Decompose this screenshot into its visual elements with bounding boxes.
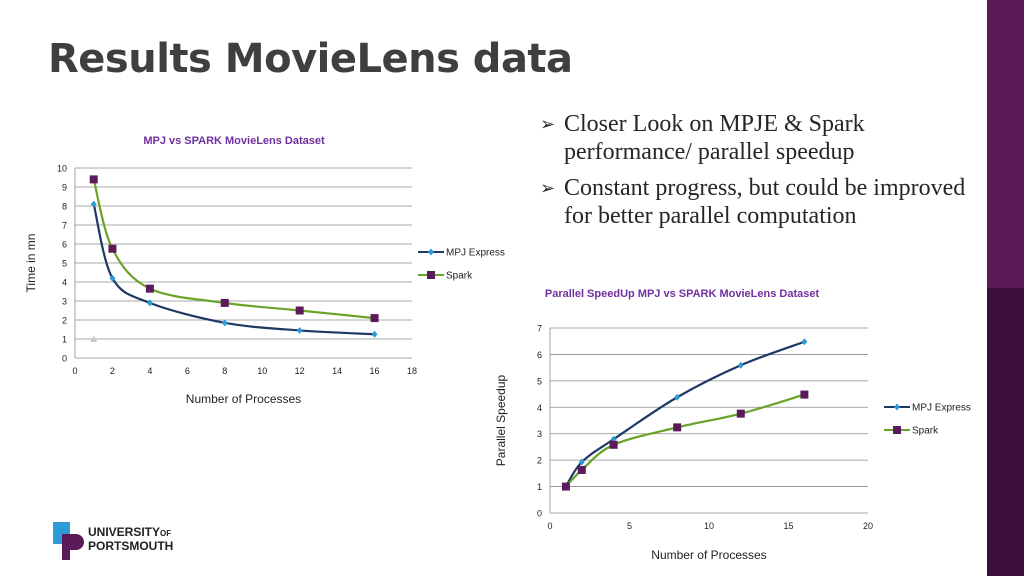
legend-marker	[893, 426, 901, 434]
bullet-list: ➢ Closer Look on MPJE & Spark performanc…	[540, 110, 980, 238]
data-point	[370, 314, 379, 323]
y-tick-label: 1	[537, 482, 542, 492]
data-point	[90, 200, 97, 208]
chart-title: Parallel SpeedUp MPJ vs SPARK MovieLens …	[545, 288, 820, 300]
x-tick-label: 14	[332, 366, 342, 376]
y-tick-label: 3	[537, 429, 542, 439]
x-tick-label: 5	[627, 521, 632, 531]
x-tick-label: 16	[370, 366, 380, 376]
x-tick-label: 18	[407, 366, 417, 376]
arrow-bullet-icon: ➢	[540, 178, 556, 198]
data-point	[108, 244, 117, 253]
y-axis-title: Time in mn	[24, 234, 38, 293]
university-logo-icon	[53, 522, 84, 560]
x-tick-label: 0	[547, 521, 552, 531]
y-tick-label: 0	[537, 509, 542, 519]
y-tick-label: 7	[62, 221, 67, 231]
y-tick-label: 7	[537, 324, 542, 334]
university-logo: UNIVERSITYOF PORTSMOUTH	[50, 520, 180, 564]
logo-line1: UNIVERSITY	[88, 525, 161, 539]
x-tick-label: 2	[110, 366, 115, 376]
data-point	[800, 390, 809, 399]
data-point	[736, 409, 745, 418]
series-line-mpj-express	[92, 203, 375, 336]
x-tick-label: 20	[863, 521, 873, 531]
series-line-spark	[92, 179, 375, 320]
y-tick-label: 2	[537, 456, 542, 466]
logo-line2: PORTSMOUTH	[88, 539, 174, 553]
logo-of: OF	[160, 529, 172, 538]
data-point	[146, 299, 153, 307]
x-tick-label: 10	[704, 521, 714, 531]
bullet-text: Constant progress, but could be improved…	[564, 175, 966, 229]
legend-marker	[428, 248, 434, 256]
y-tick-label: 4	[537, 403, 542, 413]
chart-title: MPJ vs SPARK MovieLens Dataset	[143, 135, 325, 147]
x-axis-title: Number of Processes	[651, 548, 766, 562]
x-tick-label: 6	[185, 366, 190, 376]
data-point	[89, 175, 98, 184]
legend-label: Spark	[912, 426, 939, 437]
y-tick-label: 6	[62, 240, 67, 250]
y-tick-label: 0	[62, 354, 67, 364]
sidebar-accent-top	[987, 0, 1024, 288]
x-axis-title: Number of Processes	[186, 392, 301, 406]
x-tick-label: 8	[222, 366, 227, 376]
slide-title: Results MovieLens data	[48, 36, 573, 82]
university-logo-text: UNIVERSITYOF PORTSMOUTH	[88, 526, 173, 553]
x-tick-label: 10	[257, 366, 267, 376]
sidebar-accent-bottom	[987, 288, 1024, 576]
series-line-mpj-express	[564, 340, 805, 488]
data-point	[295, 306, 304, 315]
data-point	[801, 338, 808, 346]
data-point	[220, 298, 229, 307]
y-tick-label: 10	[57, 164, 67, 174]
x-tick-label: 15	[783, 521, 793, 531]
y-tick-label: 4	[62, 278, 67, 288]
data-point	[296, 326, 303, 334]
y-axis-title: Parallel Speedup	[494, 374, 508, 466]
y-tick-label: 5	[537, 376, 542, 386]
bullet-text: Closer Look on MPJE & Spark performance/…	[564, 111, 865, 165]
data-point	[109, 274, 116, 282]
y-tick-label: 1	[62, 335, 67, 345]
x-tick-label: 0	[72, 366, 77, 376]
legend-marker	[894, 403, 900, 411]
bullet-item: ➢ Constant progress, but could be improv…	[540, 174, 980, 230]
data-point	[674, 393, 681, 401]
data-point	[737, 361, 744, 369]
time-chart: MPJ vs SPARK MovieLens Dataset0123456789…	[24, 135, 505, 406]
y-tick-label: 9	[62, 183, 67, 193]
legend-label: MPJ Express	[446, 248, 505, 259]
y-tick-label: 5	[62, 259, 67, 269]
y-tick-label: 2	[62, 316, 67, 326]
data-point	[577, 465, 586, 474]
data-point	[561, 482, 570, 491]
data-point	[578, 458, 585, 466]
series-line-spark	[565, 393, 805, 488]
speedup-chart: Parallel SpeedUp MPJ vs SPARK MovieLens …	[494, 288, 971, 562]
data-point	[145, 284, 154, 293]
x-tick-label: 4	[147, 366, 152, 376]
y-tick-label: 8	[62, 202, 67, 212]
data-point	[90, 335, 98, 342]
arrow-bullet-icon: ➢	[540, 114, 556, 134]
legend-label: Spark	[446, 271, 473, 282]
data-point	[609, 440, 618, 449]
legend-label: MPJ Express	[912, 403, 971, 414]
legend-marker	[427, 271, 435, 279]
bullet-item: ➢ Closer Look on MPJE & Spark performanc…	[540, 110, 980, 166]
y-tick-label: 6	[537, 350, 542, 360]
y-tick-label: 3	[62, 297, 67, 307]
data-point	[673, 423, 682, 432]
x-tick-label: 12	[295, 366, 305, 376]
data-point	[221, 319, 228, 327]
data-point	[371, 330, 378, 338]
